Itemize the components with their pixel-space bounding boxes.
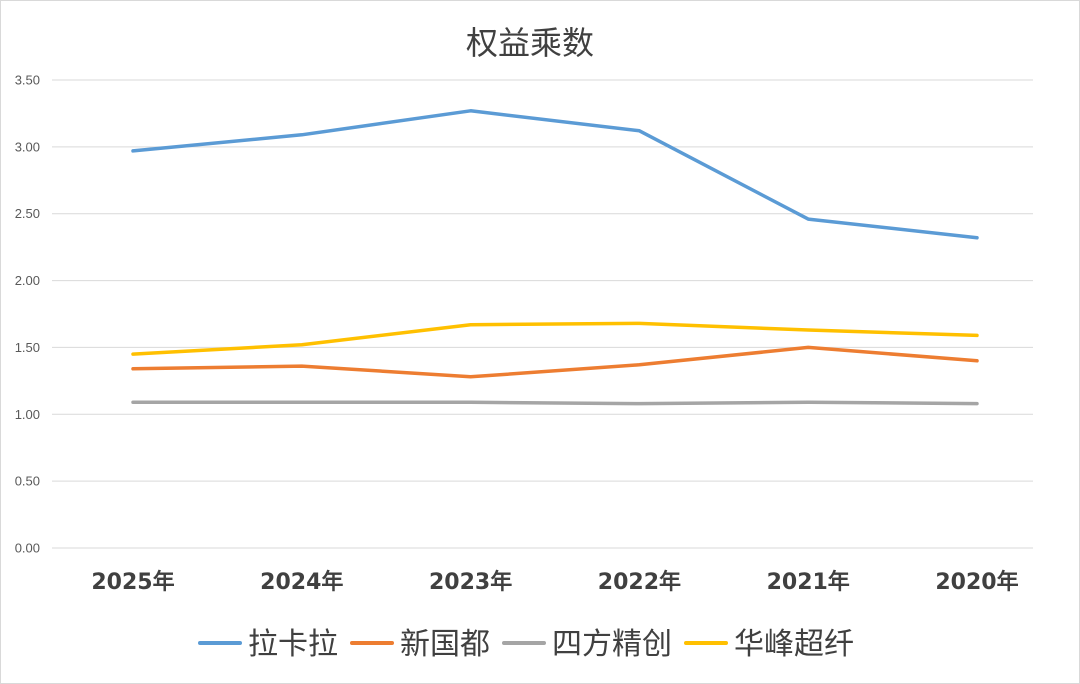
legend-item: 拉卡拉	[248, 627, 338, 662]
y-tick-label: 0.00	[15, 541, 40, 556]
series-line	[131, 400, 979, 406]
legend-item: 四方精创	[552, 627, 672, 662]
legend-item: 华峰超纤	[734, 627, 854, 662]
y-tick-label: 2.50	[15, 206, 40, 221]
y-tick-label: 1.00	[15, 407, 40, 422]
x-tick-label: 2020年	[935, 569, 1018, 595]
y-tick-label: 1.50	[15, 340, 40, 355]
x-tick-label: 2024年	[260, 569, 343, 595]
series-line	[131, 345, 979, 379]
series-line	[131, 321, 979, 356]
series-lines	[131, 109, 979, 406]
series-line	[131, 109, 979, 240]
x-tick-label: 2025年	[91, 569, 174, 595]
chart-title: 权益乘数	[466, 24, 594, 62]
y-tick-label: 2.00	[15, 273, 40, 288]
gridlines	[52, 79, 1033, 549]
legend-item: 新国都	[400, 627, 490, 662]
x-tick-label: 2021年	[767, 569, 850, 595]
x-tick-label: 2023年	[429, 569, 512, 595]
y-axis-ticks: 0.00 0.50 1.00 1.50 2.00 2.50 3.00 3.50	[15, 73, 40, 556]
y-tick-label: 3.00	[15, 139, 40, 154]
legend: 拉卡拉 新国都 四方精创 华峰超纤	[198, 627, 854, 662]
x-axis-ticks: 2025年 2024年 2023年 2022年 2021年 2020年	[91, 569, 1018, 595]
x-tick-label: 2022年	[598, 569, 681, 595]
y-tick-label: 3.50	[15, 73, 40, 88]
y-tick-label: 0.50	[15, 474, 40, 489]
